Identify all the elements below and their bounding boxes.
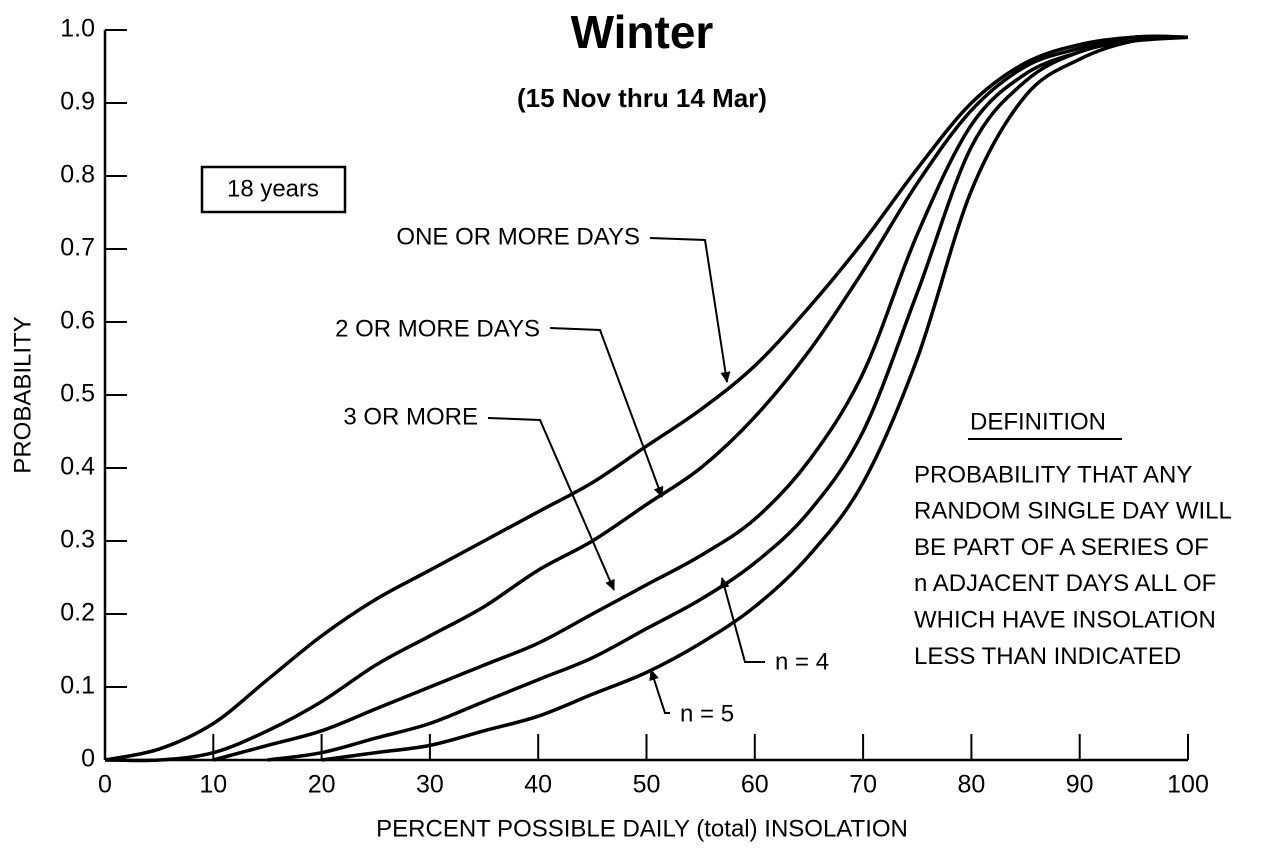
y-tick-label: 0 <box>81 745 95 773</box>
leader-arrow <box>719 577 765 663</box>
note-box <box>200 165 347 214</box>
definition-title: DEFINITION <box>970 408 1106 435</box>
series-label: 3 OR MORE <box>343 403 478 430</box>
curve <box>267 35 1189 762</box>
series-label: 2 OR MORE DAYS <box>335 315 540 342</box>
y-tick-label: 0.8 <box>60 161 95 189</box>
y-tick-label: 0.7 <box>60 234 95 262</box>
y-tick-label: 0.6 <box>60 307 95 335</box>
y-tick-label: 0.3 <box>60 526 95 554</box>
x-tick-label: 10 <box>199 771 227 799</box>
series-label: n = 4 <box>775 648 829 675</box>
x-tick-label: 20 <box>308 771 336 799</box>
y-tick-label: 0.5 <box>60 380 95 408</box>
leader-arrow <box>487 417 615 591</box>
note: 18 years <box>227 175 319 202</box>
y-tick-label: 0.9 <box>60 88 95 116</box>
curve <box>104 34 1189 763</box>
x-tick-label: 90 <box>1066 771 1094 799</box>
chart-subtitle: (15 Nov thru 14 Mar) <box>517 83 767 113</box>
leader-arrow <box>649 669 670 714</box>
chart-title: Winter <box>571 6 714 58</box>
x-tick-label: 0 <box>98 771 112 799</box>
x-axis-label: PERCENT POSSIBLE DAILY (total) INSOLATIO… <box>376 815 908 842</box>
y-tick-label: 0.2 <box>60 599 95 627</box>
y-axis-label: PROBABILITY <box>9 316 36 473</box>
leader-arrow <box>649 237 731 383</box>
y-tick-label: 0.1 <box>60 672 95 700</box>
curve <box>212 34 1189 762</box>
x-tick-label: 70 <box>849 771 877 799</box>
x-tick-label: 80 <box>957 771 985 799</box>
x-tick-label: 60 <box>741 771 769 799</box>
definition-line: WHICH HAVE INSOLATION <box>914 607 1216 634</box>
series-label: n = 5 <box>680 700 734 727</box>
definition-line: LESS THAN INDICATED <box>914 643 1181 670</box>
x-tick-label: 100 <box>1167 771 1209 799</box>
definition-line: PROBABILITY THAT ANY <box>914 461 1192 488</box>
definition-line: BE PART OF A SERIES OF <box>914 534 1209 561</box>
curve <box>321 35 1189 762</box>
y-tick-label: 0.4 <box>60 453 95 481</box>
x-tick-label: 50 <box>633 771 661 799</box>
series-label: ONE OR MORE DAYS <box>396 223 640 250</box>
x-tick-label: 30 <box>416 771 444 799</box>
leader-arrow <box>549 327 664 498</box>
y-tick-label: 1.0 <box>60 15 95 43</box>
x-tick-label: 40 <box>524 771 552 799</box>
curve <box>104 35 1189 762</box>
definition-line: n ADJACENT DAYS ALL OF <box>914 570 1216 597</box>
definition-line: RANDOM SINGLE DAY WILL <box>914 498 1232 525</box>
